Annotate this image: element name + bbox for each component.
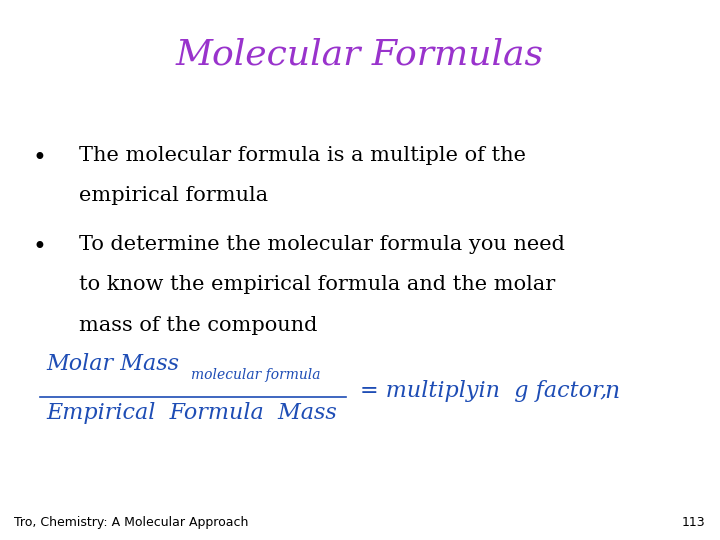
- Text: molecular formula: molecular formula: [191, 368, 320, 382]
- Text: to know the empirical formula and the molar: to know the empirical formula and the mo…: [79, 275, 555, 294]
- Text: Tro, Chemistry: A Molecular Approach: Tro, Chemistry: A Molecular Approach: [14, 516, 249, 529]
- Text: •: •: [32, 146, 47, 170]
- Text: = multiplyin  g factor,: = multiplyin g factor,: [360, 381, 614, 402]
- Text: To determine the molecular formula you need: To determine the molecular formula you n…: [79, 235, 565, 254]
- Text: •: •: [32, 235, 47, 259]
- Text: n: n: [605, 380, 620, 403]
- Text: The molecular formula is a multiple of the: The molecular formula is a multiple of t…: [79, 146, 526, 165]
- Text: mass of the compound: mass of the compound: [79, 316, 318, 335]
- Text: Molecular Formulas: Molecular Formulas: [176, 38, 544, 72]
- Text: 113: 113: [682, 516, 706, 529]
- Text: Molar Mass: Molar Mass: [47, 353, 180, 375]
- Text: empirical formula: empirical formula: [79, 186, 269, 205]
- Text: Empirical  Formula  Mass: Empirical Formula Mass: [47, 402, 338, 424]
